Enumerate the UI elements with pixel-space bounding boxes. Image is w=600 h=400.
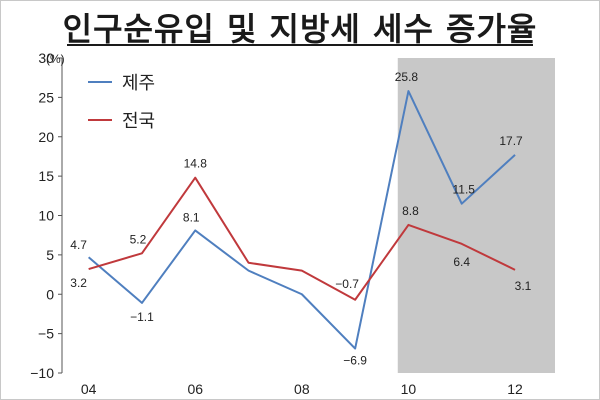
y-tick-label: 15 [38, 168, 54, 184]
data-label: −1.1 [130, 310, 154, 324]
y-tick-label: −10 [30, 365, 54, 381]
data-label: 4.7 [70, 238, 87, 252]
y-tick-label: 0 [46, 286, 54, 302]
data-label: 17.7 [499, 134, 523, 148]
data-label: 8.8 [402, 204, 419, 218]
x-tick-label: 04 [81, 381, 97, 397]
data-label: 3.2 [70, 276, 87, 290]
series-line-제주 [87, 90, 516, 350]
series-line-전국 [88, 176, 516, 301]
y-tick-label: 25 [38, 89, 54, 105]
data-label: 8.1 [183, 210, 200, 224]
y-tick-label: −5 [38, 326, 54, 342]
chart-title: 인구순유입 및 지방세 세수 증가율 [62, 10, 538, 48]
data-label: 6.4 [453, 255, 470, 269]
x-tick-label: 08 [294, 381, 310, 397]
data-label: 5.2 [130, 232, 147, 246]
y-tick-label: 5 [46, 247, 54, 263]
data-label: 3.1 [515, 279, 532, 293]
data-label: −6.9 [343, 354, 367, 368]
y-tick-label: 10 [38, 208, 54, 224]
legend-label: 전국 [122, 111, 155, 132]
x-tick-label: 10 [401, 381, 417, 397]
y-tick-label: 20 [38, 129, 54, 145]
x-tick-label: 12 [507, 381, 523, 397]
legend-label: 제주 [122, 73, 155, 94]
data-label: 11.5 [452, 183, 475, 197]
title-underline [67, 44, 533, 46]
x-tick-label: 06 [187, 381, 203, 397]
y-unit-label: (%) [46, 52, 65, 66]
y-tick-label: 30 [38, 50, 54, 66]
data-label: 25.8 [395, 70, 419, 84]
shaded-region [397, 58, 555, 373]
data-label: −0.7 [335, 277, 359, 291]
data-label: 14.8 [184, 157, 208, 171]
